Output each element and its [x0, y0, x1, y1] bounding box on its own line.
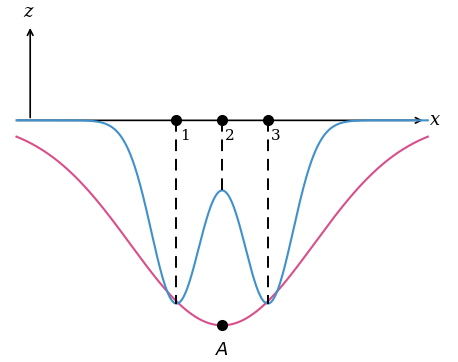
- Text: x: x: [430, 111, 440, 129]
- Text: 3: 3: [271, 129, 281, 143]
- Text: 1: 1: [180, 129, 190, 143]
- Text: 2: 2: [225, 129, 235, 143]
- Text: z: z: [23, 3, 33, 21]
- Text: $A$: $A$: [215, 341, 229, 359]
